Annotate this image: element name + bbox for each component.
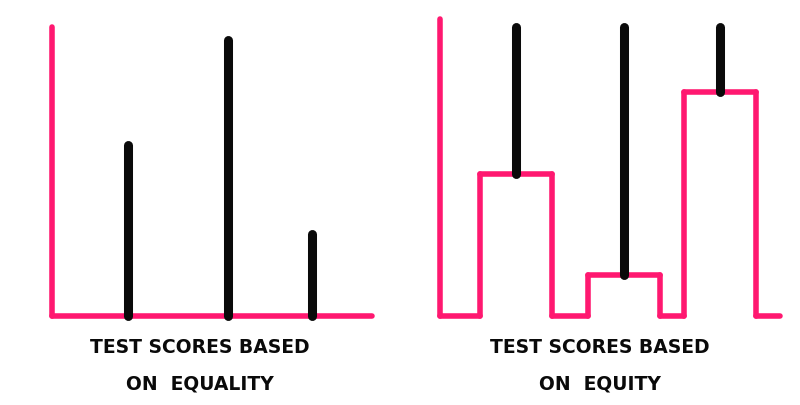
Text: ON  EQUALITY: ON EQUALITY bbox=[126, 373, 274, 392]
Text: ON  EQUITY: ON EQUITY bbox=[539, 373, 661, 392]
Text: TEST SCORES BASED: TEST SCORES BASED bbox=[490, 337, 710, 356]
Text: TEST SCORES BASED: TEST SCORES BASED bbox=[90, 337, 310, 356]
